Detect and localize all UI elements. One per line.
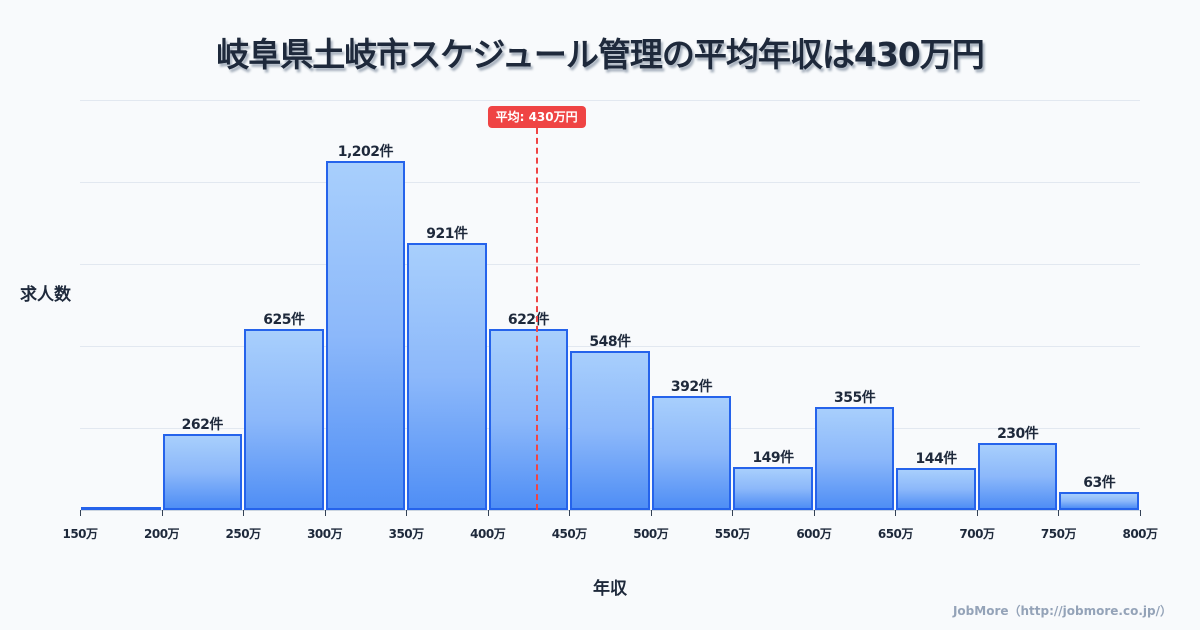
- x-tick-label: 500万: [633, 527, 669, 541]
- mean-line: [535, 128, 538, 510]
- x-tick-label: 250万: [225, 527, 262, 541]
- bar-value-label: 262件: [181, 416, 224, 433]
- x-tick: [161, 510, 163, 516]
- x-tick-label: 150万: [62, 527, 98, 541]
- histogram-bar: [570, 350, 650, 510]
- x-tick-label: 550万: [714, 527, 751, 541]
- gridline: [80, 264, 1140, 265]
- x-axis-line: [80, 510, 1140, 511]
- bar-value-label: 144件: [915, 451, 958, 468]
- x-axis-label: 年収: [593, 579, 627, 599]
- y-axis-label: 求人数: [20, 285, 71, 305]
- bar-value-label: 622件: [507, 312, 550, 329]
- x-tick-label: 600万: [796, 527, 832, 541]
- x-tick: [895, 510, 897, 516]
- bar-value-label: 548件: [589, 333, 631, 350]
- x-tick-label: 750万: [1040, 527, 1077, 541]
- bar-value-label: 1,202件: [337, 143, 394, 160]
- bar-value-label: 392件: [670, 379, 713, 396]
- plot-area: 262件 625件 1,202件 921件 622件 548件 392件 149件 355件 14…: [80, 100, 1140, 510]
- bar-value-label: 355件: [833, 389, 876, 406]
- histogram-bar: [651, 396, 732, 510]
- x-tick-label: 700万: [959, 527, 995, 541]
- x-tick: [243, 510, 245, 516]
- mean-badge: 平均: 430万円: [487, 106, 586, 128]
- histogram-bar: [244, 328, 324, 510]
- gridline: [80, 182, 1140, 183]
- x-tick-label: 350万: [388, 527, 425, 541]
- histogram-bar: [162, 433, 243, 510]
- histogram-bar: [1059, 491, 1139, 510]
- x-tick: [1140, 510, 1141, 516]
- histogram-bar: [325, 160, 406, 510]
- histogram-bar: [488, 329, 569, 510]
- x-tick-label: 200万: [144, 527, 180, 541]
- histogram-bar: [81, 507, 161, 510]
- source-credit: JobMore（http://jobmore.co.jp/）: [952, 604, 1172, 618]
- x-tick: [813, 510, 815, 516]
- x-tick: [80, 510, 81, 516]
- bar-value-label: 63件: [1083, 474, 1116, 491]
- bar-value-label: 149件: [752, 449, 794, 466]
- x-tick: [732, 510, 734, 516]
- bar-value-label: 625件: [263, 311, 305, 328]
- x-tick-label: 450万: [551, 527, 588, 541]
- x-tick: [976, 510, 978, 516]
- x-tick: [406, 510, 408, 516]
- histogram-bar: [733, 466, 813, 510]
- histogram-bar: [977, 443, 1058, 510]
- x-tick: [569, 510, 571, 516]
- x-tick: [650, 510, 652, 516]
- chart-title: 岐阜県土岐市スケジュール管理の平均年収は430万円: [216, 35, 985, 74]
- x-tick: [487, 510, 489, 516]
- gridline: [80, 100, 1140, 101]
- x-tick-label: 400万: [470, 527, 506, 541]
- x-tick-label: 650万: [877, 527, 914, 541]
- histogram-bar: [896, 468, 976, 510]
- x-tick-label: 800万: [1122, 527, 1158, 541]
- x-tick-label: 300万: [307, 527, 343, 541]
- gridline: [80, 346, 1140, 347]
- histogram-bar: [407, 242, 487, 510]
- histogram-bar: [814, 406, 895, 510]
- x-tick: [1058, 510, 1060, 516]
- x-tick: [324, 510, 326, 516]
- bar-value-label: 921件: [426, 225, 468, 242]
- bar-value-label: 230件: [997, 426, 1039, 443]
